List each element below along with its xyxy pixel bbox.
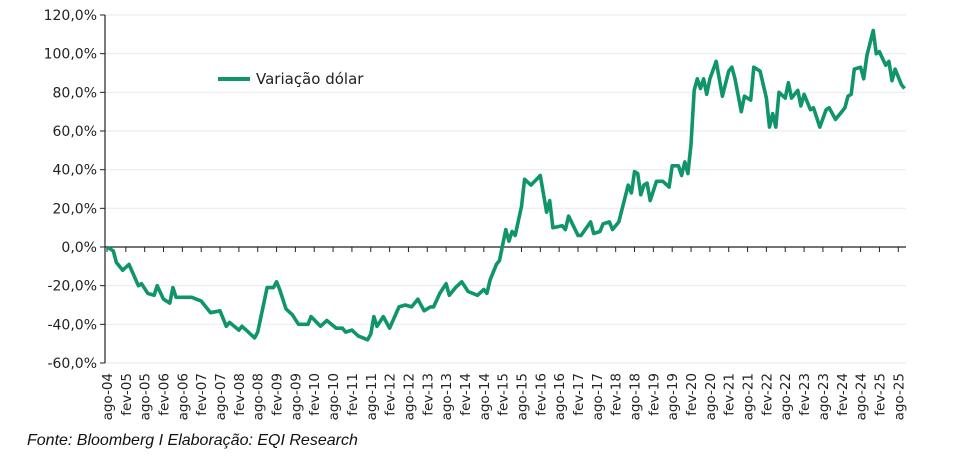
- y-tick-label: -60,0%: [47, 356, 97, 372]
- x-tick-label: fev-09: [270, 373, 286, 416]
- x-tick-label: ago-22: [778, 373, 794, 420]
- x-tick-label: fev-22: [759, 373, 775, 416]
- y-tick-label: 100,0%: [44, 47, 97, 63]
- x-tick-label: ago-15: [514, 373, 530, 420]
- x-tick-label: ago-16: [552, 373, 568, 420]
- x-tick-label: fev-20: [684, 373, 700, 416]
- x-tick-label: fev-05: [119, 373, 135, 416]
- x-tick-label: ago-19: [665, 373, 681, 420]
- x-tick-label: fev-08: [232, 373, 248, 416]
- y-axis: 120,0% 100,0% 80,0% 60,0% 40,0% 20,0% 0,0% -20,…: [44, 8, 106, 372]
- y-tick-label: 120,0%: [44, 8, 97, 24]
- y-tick-label: 60,0%: [53, 124, 97, 140]
- x-tick-label: ago-13: [439, 373, 455, 420]
- x-tick-label: ago-10: [326, 373, 342, 420]
- x-tick-label: ago-06: [175, 373, 191, 420]
- y-tick-label: 20,0%: [53, 201, 97, 217]
- x-tick-label: fev-18: [609, 373, 625, 416]
- x-tick-label: ago-14: [477, 373, 493, 420]
- x-tick-label: ago-07: [213, 373, 229, 420]
- x-tick-label: fev-14: [458, 373, 474, 416]
- x-tick-label: fev-15: [496, 373, 512, 416]
- source-caption: Fonte: Bloomberg I Elaboração: EQI Resea…: [27, 432, 358, 449]
- y-tick-label: 40,0%: [53, 163, 97, 179]
- legend: Variação dólar: [218, 70, 364, 88]
- x-tick-label: ago-04: [100, 373, 116, 420]
- x-tick-label: ago-23: [816, 373, 832, 420]
- y-tick-label: 80,0%: [53, 85, 97, 101]
- x-tick-label: ago-12: [401, 373, 417, 420]
- y-tick-label: -40,0%: [47, 317, 97, 333]
- legend-label: Variação dólar: [256, 70, 364, 88]
- x-tick-label: ago-25: [891, 373, 907, 420]
- gridlines: [105, 14, 906, 364]
- x-tick-label: ago-05: [138, 373, 154, 420]
- y-tick-label: -20,0%: [47, 279, 97, 295]
- x-tick-label: fev-06: [157, 373, 173, 416]
- series-line-variacao-dolar: [106, 28, 906, 342]
- x-axis: ago-04 fev-05 ago-05 fev-06 ago-06 fev-07 ago-…: [100, 246, 907, 420]
- x-tick-label: fev-13: [420, 373, 436, 416]
- x-tick-label: fev-07: [194, 373, 210, 416]
- x-tick-label: ago-11: [364, 373, 380, 420]
- x-tick-label: fev-19: [646, 373, 662, 416]
- x-tick-label: fev-12: [383, 373, 399, 416]
- x-tick-label: ago-09: [288, 373, 304, 420]
- x-tick-label: fev-11: [345, 373, 361, 416]
- x-tick-label: fev-21: [722, 373, 738, 416]
- x-tick-label: fev-25: [872, 373, 888, 416]
- x-tick-label: ago-17: [590, 373, 606, 420]
- x-tick-label: fev-16: [533, 373, 549, 416]
- x-tick-label: fev-23: [797, 373, 813, 416]
- x-tick-label: fev-10: [307, 373, 323, 416]
- x-tick-label: ago-21: [741, 373, 757, 420]
- x-tick-label: fev-17: [571, 373, 587, 416]
- x-tick-label: ago-24: [854, 373, 870, 420]
- x-tick-label: ago-20: [703, 373, 719, 420]
- y-tick-label: 0,0%: [61, 240, 97, 256]
- x-tick-label: fev-24: [835, 373, 851, 416]
- x-tick-label: ago-18: [628, 373, 644, 420]
- x-tick-label: ago-08: [251, 373, 267, 420]
